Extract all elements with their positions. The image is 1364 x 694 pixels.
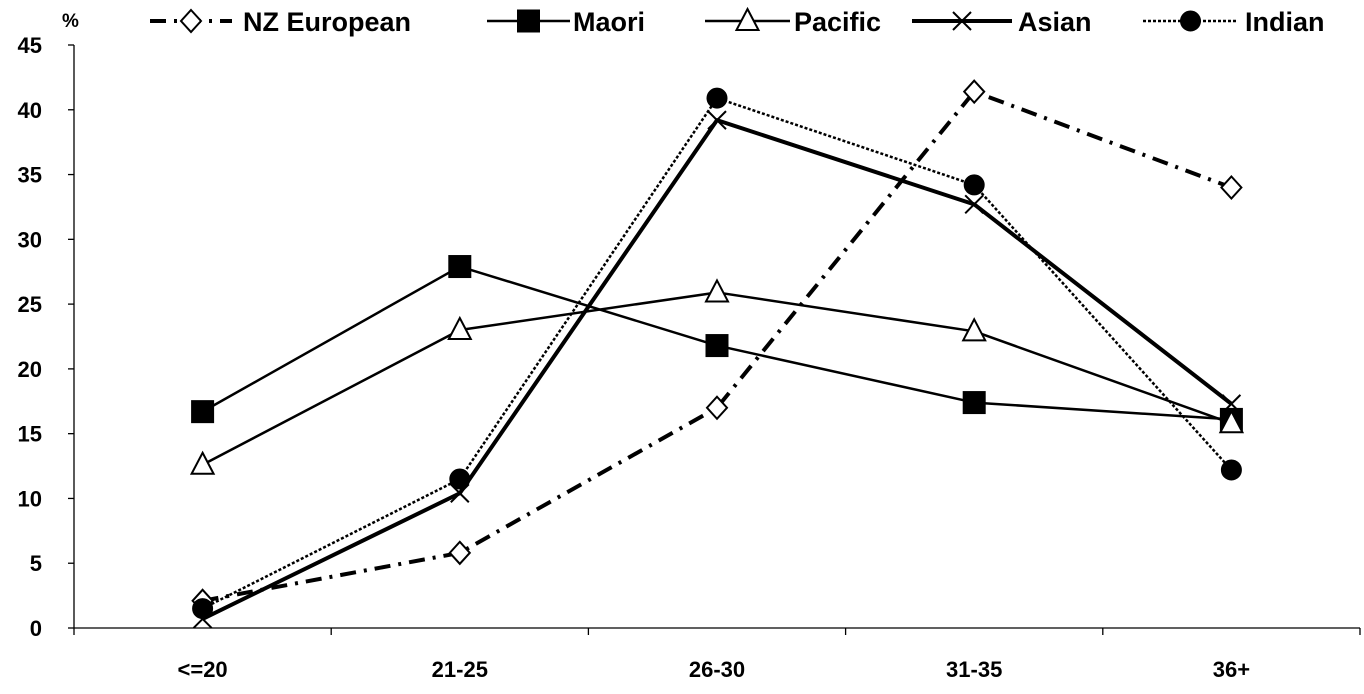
legend-item-indian: Indian xyxy=(1143,7,1325,37)
data-point-maori xyxy=(191,400,215,424)
data-point-nz-european xyxy=(1220,175,1243,200)
y-tick-label: 30 xyxy=(18,227,42,252)
data-point-asian xyxy=(964,194,984,215)
legend-marker-maori xyxy=(517,9,540,33)
data-point-indian xyxy=(963,174,985,196)
y-tick-label: 0 xyxy=(30,616,42,641)
legend-marker-nz-european xyxy=(179,8,203,34)
data-point-pacific xyxy=(1218,409,1245,434)
legend-label-pacific: Pacific xyxy=(794,7,881,37)
y-tick-label: 5 xyxy=(30,551,42,576)
legend-item-nz-european: NZ European xyxy=(150,7,411,37)
series-line-nz-european xyxy=(202,89,1233,603)
series-line-pacific xyxy=(202,291,1232,466)
data-point-nz-european xyxy=(705,395,729,421)
y-tick-label: 35 xyxy=(18,163,42,188)
legend-marker-indian xyxy=(1180,10,1201,32)
data-point-maori xyxy=(705,334,729,358)
data-point-indian xyxy=(192,598,214,620)
chart-axes: 0 5 10 15 20 25 30 35 40 45% <=20 21-25 26-30 31-35 36… xyxy=(18,11,1361,682)
legend-label-indian: Indian xyxy=(1245,7,1325,37)
y-tick-label: 25 xyxy=(18,292,42,317)
data-point-pacific xyxy=(961,317,987,342)
data-point-pacific xyxy=(189,450,216,475)
data-point-indian xyxy=(1220,459,1242,481)
data-point-maori xyxy=(448,255,472,279)
data-point-asian xyxy=(1221,394,1242,414)
legend-label-maori: Maori xyxy=(573,7,645,37)
y-unit-label: % xyxy=(62,11,79,32)
y-tick-label: 20 xyxy=(18,357,42,382)
x-tick-label: 21-25 xyxy=(432,657,488,682)
x-tick-label: <=20 xyxy=(178,657,228,682)
x-tick-label: 26-30 xyxy=(689,657,745,682)
data-point-nz-european xyxy=(962,79,986,105)
data-point-asian xyxy=(707,110,727,130)
legend-label-asian: Asian xyxy=(1018,7,1092,37)
x-tick-label: 31-35 xyxy=(946,657,1002,682)
legend-marker-pacific xyxy=(734,6,761,31)
legend-item-maori: Maori xyxy=(487,7,645,37)
data-point-indian xyxy=(449,468,471,490)
legend-marker-asian xyxy=(952,11,972,31)
legend-item-asian: Asian xyxy=(912,7,1092,37)
y-tick-label: 10 xyxy=(18,486,42,511)
legend-item-pacific: Pacific xyxy=(705,6,881,37)
legend-label-nz-european: NZ European xyxy=(243,7,411,37)
data-point-indian xyxy=(706,87,728,109)
y-tick-label: 45 xyxy=(18,33,42,58)
x-tick-label: 36+ xyxy=(1213,657,1250,682)
series-line-asian xyxy=(201,118,1233,621)
data-point-maori xyxy=(962,391,986,415)
series-markers xyxy=(189,79,1245,629)
y-tick-label: 40 xyxy=(18,98,42,123)
data-point-nz-european xyxy=(448,540,472,566)
y-tick-label: 15 xyxy=(18,422,42,447)
data-point-pacific xyxy=(447,315,473,341)
data-point-pacific xyxy=(704,278,730,303)
legend: NZ European Maori Pacific Asian Indian xyxy=(150,6,1325,37)
